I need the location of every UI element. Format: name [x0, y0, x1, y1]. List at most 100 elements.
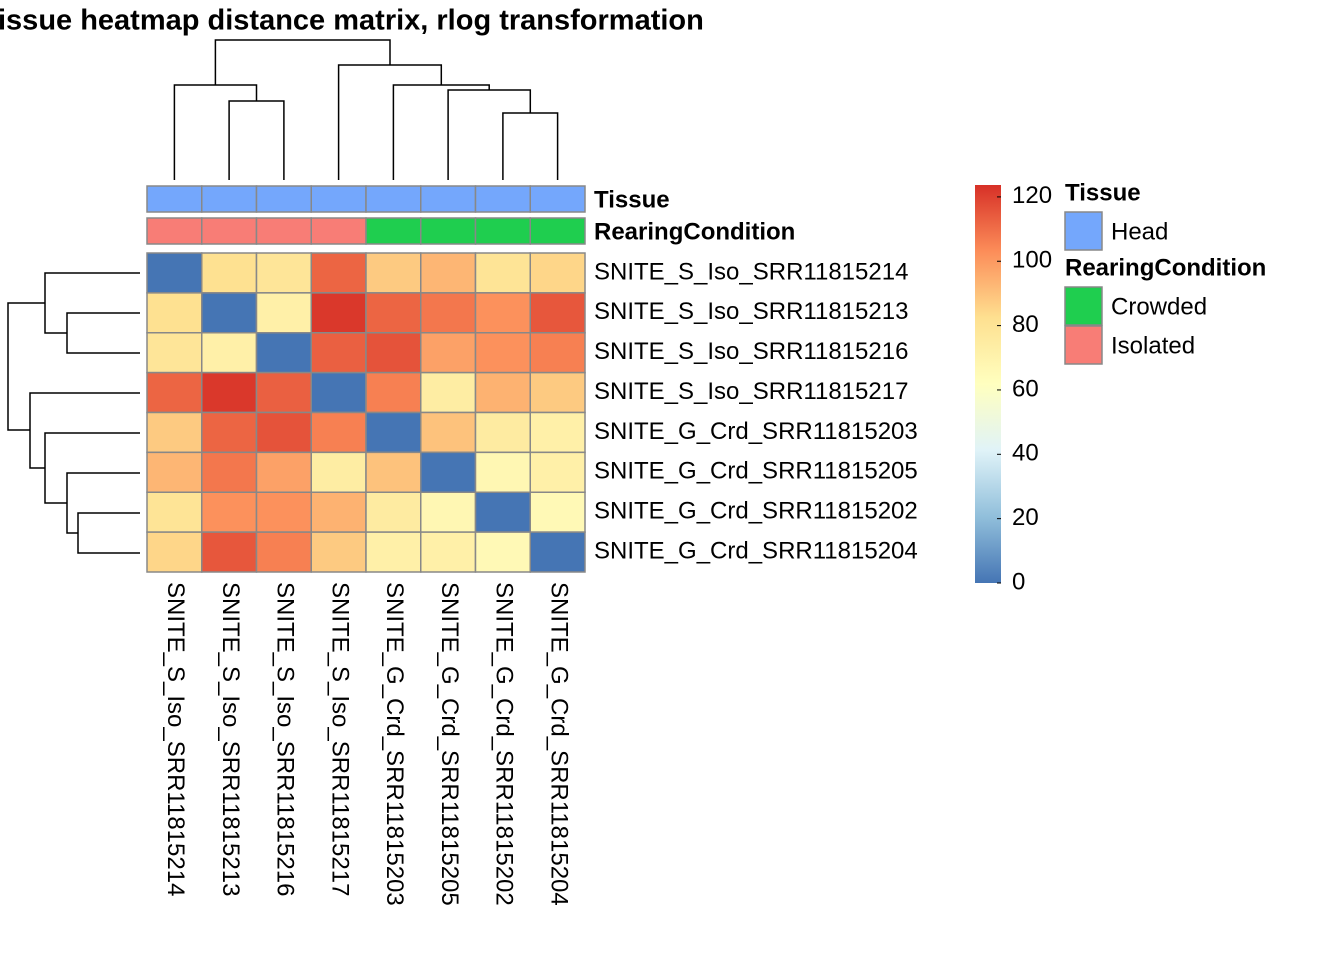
row-label: SNITE_S_Iso_SRR11815216 — [594, 338, 908, 365]
colorbar-tick-label: 20 — [1012, 504, 1039, 531]
heatmap-cell — [365, 252, 422, 294]
heatmap-cell — [146, 371, 203, 414]
heatmap-cell — [365, 491, 422, 533]
heatmap-cell — [146, 411, 203, 454]
heatmap-cell — [146, 252, 203, 294]
colorbar-tick-label: 0 — [1012, 568, 1025, 595]
heatmap-cell — [529, 292, 586, 334]
heatmap-cell — [255, 252, 312, 294]
heatmap-cell — [310, 531, 367, 573]
heatmap-cell — [420, 292, 477, 334]
column-label: SNITE_G_Crd_SRR11815203 — [381, 582, 408, 906]
heatmap-cell — [201, 451, 258, 493]
row-label: SNITE_G_Crd_SRR11815203 — [594, 418, 918, 445]
legend-swatch — [1064, 211, 1103, 251]
column-label: SNITE_S_Iso_SRR11815216 — [272, 582, 299, 896]
annotation-cell — [474, 217, 531, 245]
colorbar-tick-label: 60 — [1012, 375, 1039, 402]
heatmap-cell — [474, 371, 531, 414]
legend-label: Crowded — [1111, 293, 1207, 320]
heatmap-cell — [310, 451, 367, 493]
annotation-cell — [146, 217, 203, 245]
annotation-cell — [474, 185, 531, 213]
heatmap-cell — [529, 451, 586, 493]
heatmap-cell — [255, 371, 312, 414]
column-label: SNITE_S_Iso_SRR11815214 — [162, 582, 189, 896]
colorbar-tick-label: 40 — [1012, 440, 1039, 467]
heatmap-cell — [365, 531, 422, 573]
heatmap-cell — [201, 292, 258, 334]
row-dendrogram — [7, 272, 140, 554]
legend-swatch — [1064, 325, 1103, 365]
annotation-cell — [310, 185, 367, 213]
chart-title: issue heatmap distance matrix, rlog tran… — [0, 5, 704, 37]
annotation-cell — [255, 185, 312, 213]
heatmap-cell — [420, 332, 477, 374]
annotation-cell — [255, 217, 312, 245]
heatmap-cell — [201, 332, 258, 374]
annotation-cell — [420, 217, 477, 245]
heatmap-cell — [420, 531, 477, 573]
annotation-cell — [529, 217, 586, 245]
annotation-label: Tissue — [594, 186, 670, 213]
heatmap-cell — [420, 371, 477, 414]
heatmap-cell — [310, 411, 367, 454]
column-label: SNITE_S_Iso_SRR11815213 — [217, 582, 244, 896]
heatmap-cell — [365, 411, 422, 454]
heatmap-cell — [365, 292, 422, 334]
heatmap-cell — [310, 371, 367, 414]
heatmap-cell — [310, 491, 367, 533]
heatmap-cell — [255, 531, 312, 573]
heatmap-cell — [310, 332, 367, 374]
heatmap-cell — [365, 371, 422, 414]
heatmap-cell — [201, 531, 258, 573]
heatmap-cell — [146, 531, 203, 573]
heatmap-cell — [420, 411, 477, 454]
heatmap-cell — [255, 411, 312, 454]
annotation-cell — [420, 185, 477, 213]
heatmap-cell — [365, 451, 422, 493]
colorbar-tick-label: 80 — [1012, 311, 1039, 338]
heatmap-cell — [529, 371, 586, 414]
annotation-cell — [310, 217, 367, 245]
row-label: SNITE_G_Crd_SRR11815204 — [594, 537, 918, 564]
heatmap-cell — [146, 491, 203, 533]
heatmap-cell — [146, 332, 203, 374]
heatmap-cell — [474, 491, 531, 533]
heatmap-cell — [474, 252, 531, 294]
heatmap-cell — [420, 491, 477, 533]
heatmap-cell — [529, 411, 586, 454]
colorbar-tick-label: 100 — [1012, 247, 1052, 274]
heatmap-cell — [420, 252, 477, 294]
heatmap-cell — [146, 292, 203, 334]
heatmap-cell — [146, 451, 203, 493]
annotation-cell — [365, 217, 422, 245]
heatmap-cell — [255, 491, 312, 533]
annotation-cell — [365, 185, 422, 213]
heatmap-cell — [529, 531, 586, 573]
legend-swatch — [1064, 286, 1103, 326]
row-label: SNITE_G_Crd_SRR11815205 — [594, 458, 918, 485]
colorbar-tick-label: 120 — [1012, 182, 1052, 209]
row-label: SNITE_S_Iso_SRR11815214 — [594, 258, 908, 285]
column-label: SNITE_S_Iso_SRR11815217 — [326, 582, 353, 896]
heatmap-cell — [255, 451, 312, 493]
heatmap-cell — [201, 491, 258, 533]
row-label: SNITE_S_Iso_SRR11815213 — [594, 298, 908, 325]
legend-label: Isolated — [1111, 332, 1195, 359]
heatmap-cell — [310, 292, 367, 334]
legend-label: Head — [1111, 218, 1168, 245]
heatmap-cell — [474, 292, 531, 334]
row-label: SNITE_S_Iso_SRR11815217 — [594, 378, 908, 405]
row-label: SNITE_G_Crd_SRR11815202 — [594, 498, 918, 525]
annotation-cell — [201, 185, 258, 213]
heatmap-cell — [474, 332, 531, 374]
column-label: SNITE_G_Crd_SRR11815202 — [491, 582, 518, 906]
heatmap-cell — [474, 451, 531, 493]
heatmap-cell — [310, 252, 367, 294]
heatmap-cell — [529, 332, 586, 374]
heatmap-cell — [365, 332, 422, 374]
legend-title: RearingCondition — [1065, 254, 1266, 281]
